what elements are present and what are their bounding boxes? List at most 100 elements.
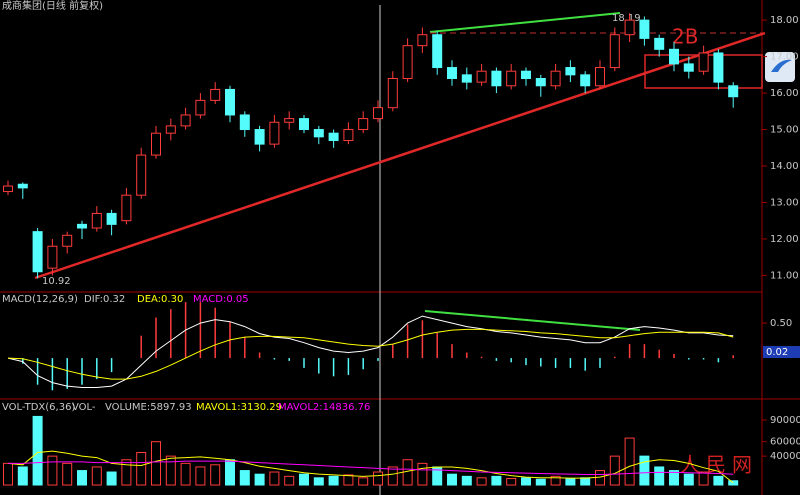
trend-line bbox=[34, 31, 766, 280]
volume-bar bbox=[565, 478, 576, 486]
line bbox=[8, 460, 734, 476]
candle-body bbox=[269, 121, 280, 145]
candle-body bbox=[491, 70, 502, 87]
candle-body bbox=[328, 132, 339, 141]
candle-body bbox=[239, 114, 250, 131]
candle-body bbox=[151, 132, 161, 156]
volume-bar bbox=[91, 466, 102, 486]
candle-body bbox=[461, 74, 472, 83]
candle-body bbox=[669, 48, 679, 65]
y-tick-label: 12.00 bbox=[770, 234, 799, 245]
volume-bar bbox=[121, 459, 132, 486]
y-tick-label: 0.50 bbox=[770, 318, 792, 329]
candle-body bbox=[373, 107, 383, 120]
panel-title: VOL-TDX(6,36) bbox=[2, 402, 75, 413]
volume-bar bbox=[106, 471, 117, 486]
legend: MAVOL2:14836.76 bbox=[278, 402, 370, 413]
volume-bar bbox=[506, 478, 517, 486]
candle-body bbox=[506, 70, 517, 87]
legend: MAVOL1:3130.29 bbox=[196, 402, 282, 413]
volume-bar bbox=[32, 415, 43, 486]
volume-bar bbox=[343, 474, 354, 486]
legend: MACD:0.05 bbox=[193, 294, 249, 305]
volume-bar bbox=[328, 475, 339, 486]
volume-bar bbox=[728, 480, 739, 486]
candle-body bbox=[654, 37, 665, 50]
candle-body bbox=[225, 88, 235, 116]
panel-subtitle: VOL- bbox=[72, 402, 96, 413]
candle-body bbox=[417, 34, 428, 47]
y-tick-label: 60000 bbox=[770, 437, 800, 448]
volume-bar bbox=[195, 466, 206, 486]
volume-bar bbox=[62, 462, 73, 486]
volume-bar bbox=[639, 455, 650, 486]
candle-body bbox=[595, 67, 605, 87]
candle-body bbox=[32, 231, 43, 273]
candle-body bbox=[476, 70, 487, 83]
candle-body bbox=[521, 70, 531, 79]
candle-body bbox=[432, 34, 443, 69]
app-icon-glyph bbox=[771, 59, 792, 72]
volume-bar bbox=[550, 475, 561, 486]
candle-body bbox=[447, 67, 457, 79]
volume-bar bbox=[580, 477, 591, 486]
volume-bar bbox=[461, 475, 472, 486]
legend: DIF:0.32 bbox=[84, 294, 125, 305]
volume-bar bbox=[225, 459, 235, 486]
candle-body bbox=[343, 129, 354, 141]
volume-bar bbox=[535, 478, 546, 486]
divergence-line bbox=[424, 310, 641, 331]
y-tick-label: 11.00 bbox=[770, 270, 799, 281]
volume-bar bbox=[313, 477, 324, 486]
volume-bar bbox=[165, 455, 176, 486]
candle-body bbox=[47, 245, 58, 269]
candle-body bbox=[106, 212, 117, 225]
y-tick-label: 14.00 bbox=[770, 161, 799, 172]
y-tick-label: 18.00 bbox=[770, 15, 799, 26]
volume-bar bbox=[491, 475, 502, 486]
volume-bar bbox=[683, 473, 694, 486]
candle-body bbox=[683, 63, 694, 72]
y-tick-label: 15.00 bbox=[770, 125, 799, 136]
candle-body bbox=[609, 34, 620, 69]
candle-body bbox=[299, 118, 309, 131]
candle-body bbox=[639, 19, 650, 39]
candle-body bbox=[91, 212, 102, 229]
candle-body bbox=[284, 118, 295, 123]
legend: VOLUME:5897.93 bbox=[105, 402, 192, 413]
volume-bar bbox=[447, 473, 457, 486]
candle-body bbox=[17, 183, 28, 189]
candle-body bbox=[535, 77, 546, 87]
volume-bar bbox=[299, 473, 309, 486]
annotation: 18.19 bbox=[612, 13, 641, 24]
volume-bar bbox=[136, 452, 147, 486]
volume-bar bbox=[47, 455, 58, 486]
panel-title: MACD(12,26,9) bbox=[2, 294, 78, 305]
candle-body bbox=[728, 85, 739, 98]
volume-bar bbox=[713, 475, 724, 486]
volume-bar bbox=[521, 477, 531, 486]
volume-bar bbox=[254, 473, 265, 486]
candle-body bbox=[358, 118, 369, 131]
volume-bar bbox=[373, 471, 383, 486]
y-tick-label: 13.00 bbox=[770, 197, 799, 208]
candle-body bbox=[136, 154, 147, 196]
candle-body bbox=[387, 77, 398, 109]
y-tick-label: 17.00 bbox=[770, 52, 799, 63]
volume-bar bbox=[151, 441, 161, 486]
legend: DEA:0.30 bbox=[137, 294, 183, 305]
candle-body bbox=[3, 185, 13, 193]
volume-bar bbox=[358, 477, 369, 486]
volume-bar bbox=[284, 475, 295, 486]
divergence-line bbox=[429, 12, 621, 33]
volume-bar bbox=[3, 462, 13, 486]
candle-body bbox=[713, 52, 724, 83]
volume-bar bbox=[210, 464, 221, 486]
candle-body bbox=[165, 125, 176, 134]
candle-body bbox=[565, 67, 576, 76]
current-value: 0.02 bbox=[766, 347, 788, 358]
candle-body bbox=[698, 52, 709, 72]
annotation: 2B bbox=[672, 25, 698, 49]
volume-bar bbox=[624, 437, 635, 486]
